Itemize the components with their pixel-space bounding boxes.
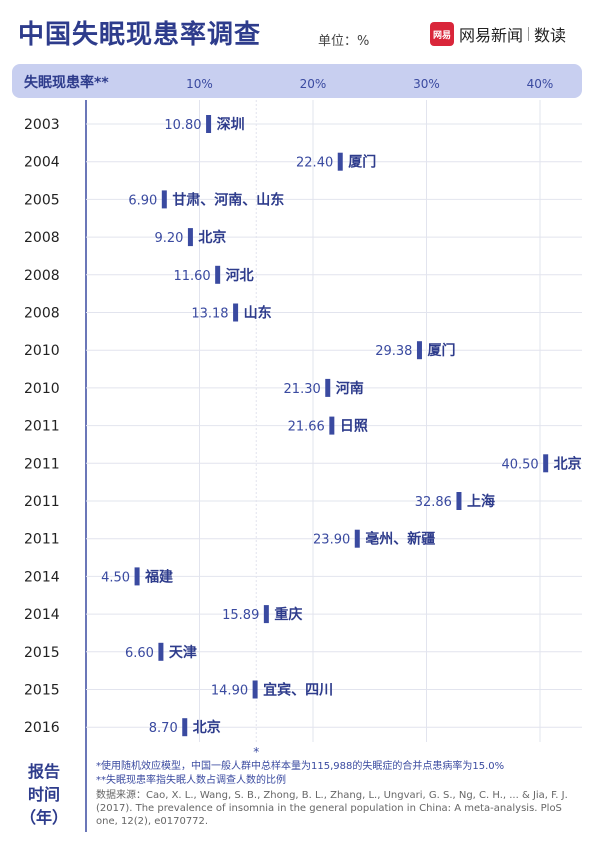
year-label: 2010 (24, 343, 60, 359)
data-place-label: 深圳 (217, 116, 245, 133)
data-point-marker (215, 265, 221, 284)
data-point-marker (182, 718, 188, 737)
year-label: 2015 (24, 645, 60, 661)
data-point-marker (416, 341, 422, 360)
data-point-marker (134, 567, 140, 586)
data-point-marker (337, 152, 343, 171)
data-point-marker (158, 642, 164, 661)
data-point-marker (329, 416, 335, 435)
footnote-pooled-prevalence: *使用随机效应模型，中国一般人群中总样本量为115,988的失眠症的合并点患病率… (96, 761, 505, 772)
data-value-label: 32.86 (415, 495, 452, 510)
data-value-label: 13.18 (191, 307, 228, 322)
year-label: 2011 (24, 494, 60, 510)
data-value-label: 11.60 (173, 269, 210, 284)
data-place-label: 北京 (554, 455, 582, 472)
data-place-label: 日照 (340, 419, 368, 435)
year-label: 2014 (24, 569, 60, 585)
data-value-label: 6.90 (128, 193, 157, 208)
data-value-label: 22.40 (296, 156, 333, 171)
unit-label: 单位：% (318, 34, 370, 49)
data-value-label: 10.80 (164, 118, 201, 133)
data-value-label: 9.20 (154, 231, 183, 246)
data-place-label: 亳州、新疆 (365, 531, 435, 548)
data-point-marker (233, 303, 239, 322)
data-point-marker (456, 492, 462, 510)
data-value-label: 23.90 (313, 533, 350, 548)
data-value-label: 15.89 (222, 608, 259, 623)
year-label: 2011 (24, 532, 60, 548)
data-place-label: 福建 (144, 568, 173, 585)
data-point-marker (187, 228, 193, 247)
data-point-marker (543, 454, 549, 473)
x-tick-label: 20% (300, 77, 327, 91)
data-place-label: 重庆 (274, 606, 302, 623)
year-label: 2008 (24, 268, 60, 284)
data-value-label: 21.66 (288, 420, 325, 435)
data-point-marker (252, 680, 258, 699)
x-tick-label: 30% (413, 77, 440, 91)
logo-divider (528, 27, 530, 41)
x-tick-label: 10% (186, 77, 213, 91)
data-place-label: 上海 (467, 493, 495, 510)
data-point-marker (325, 378, 331, 397)
data-place-label: 天津 (169, 644, 197, 661)
data-place-label: 厦门 (427, 342, 455, 359)
data-place-label: 北京 (198, 229, 226, 246)
data-place-label: 山东 (244, 305, 272, 322)
footnotes: *使用随机效应模型，中国一般人群中总样本量为115,988的失眠症的合并点患病率… (96, 760, 586, 829)
data-value-label: 29.38 (375, 344, 412, 359)
y-axis-label-line-1: 报告 (27, 762, 60, 781)
data-place-label: 河南 (336, 380, 364, 397)
data-value-label: 4.50 (101, 570, 130, 585)
y-axis-label-line-2: 时间 (27, 785, 60, 804)
data-point-marker (161, 190, 167, 209)
chart-title: 中国失眠现患率调查 (18, 20, 262, 50)
year-label: 2005 (24, 192, 60, 208)
data-source: 数据来源：Cao, X. L., Wang, S. B., Zhong, B. … (96, 790, 568, 827)
data-value-label: 21.30 (284, 382, 321, 397)
year-label: 2010 (24, 381, 60, 397)
data-value-label: 6.60 (125, 646, 154, 661)
data-point-marker (354, 529, 360, 548)
x-axis-label: 失眠现患率** (24, 75, 109, 91)
y-axis-label-line-3: （年） (19, 808, 68, 827)
brand-logo: 网易 网易新闻 数读 (430, 22, 566, 46)
brand-name: 网易新闻 (459, 26, 524, 45)
year-label: 2004 (24, 155, 60, 171)
year-label: 2016 (24, 720, 60, 736)
year-label: 2015 (24, 683, 60, 699)
data-value-label: 8.70 (149, 721, 178, 736)
y-axis-label: 报告 时间 （年） (18, 760, 70, 829)
data-value-label: 14.90 (211, 684, 248, 699)
channel-name: 数读 (534, 26, 567, 45)
data-point-marker (206, 115, 212, 133)
year-label: 2011 (24, 456, 60, 472)
footnote-definition: **失眠现患率指失眠人数占调查人数的比例 (96, 775, 286, 786)
data-value-label: 40.50 (501, 457, 538, 472)
year-label: 2011 (24, 419, 60, 435)
x-tick-label: 40% (527, 77, 554, 91)
data-place-label: 厦门 (348, 154, 376, 171)
year-label: 2014 (24, 607, 60, 623)
year-label: 2003 (24, 117, 60, 133)
data-point-marker (263, 605, 269, 624)
year-label: 2008 (24, 306, 60, 322)
data-place-label: 河北 (226, 267, 254, 284)
data-place-label: 北京 (193, 719, 221, 736)
netease-logo-icon: 网易 (430, 22, 454, 46)
data-place-label: 甘肃、河南、山东 (172, 191, 284, 208)
data-place-label: 宜宾、四川 (263, 682, 333, 699)
reference-marker: * (253, 745, 259, 759)
year-label: 2008 (24, 230, 60, 246)
axis-header-band (12, 64, 582, 98)
